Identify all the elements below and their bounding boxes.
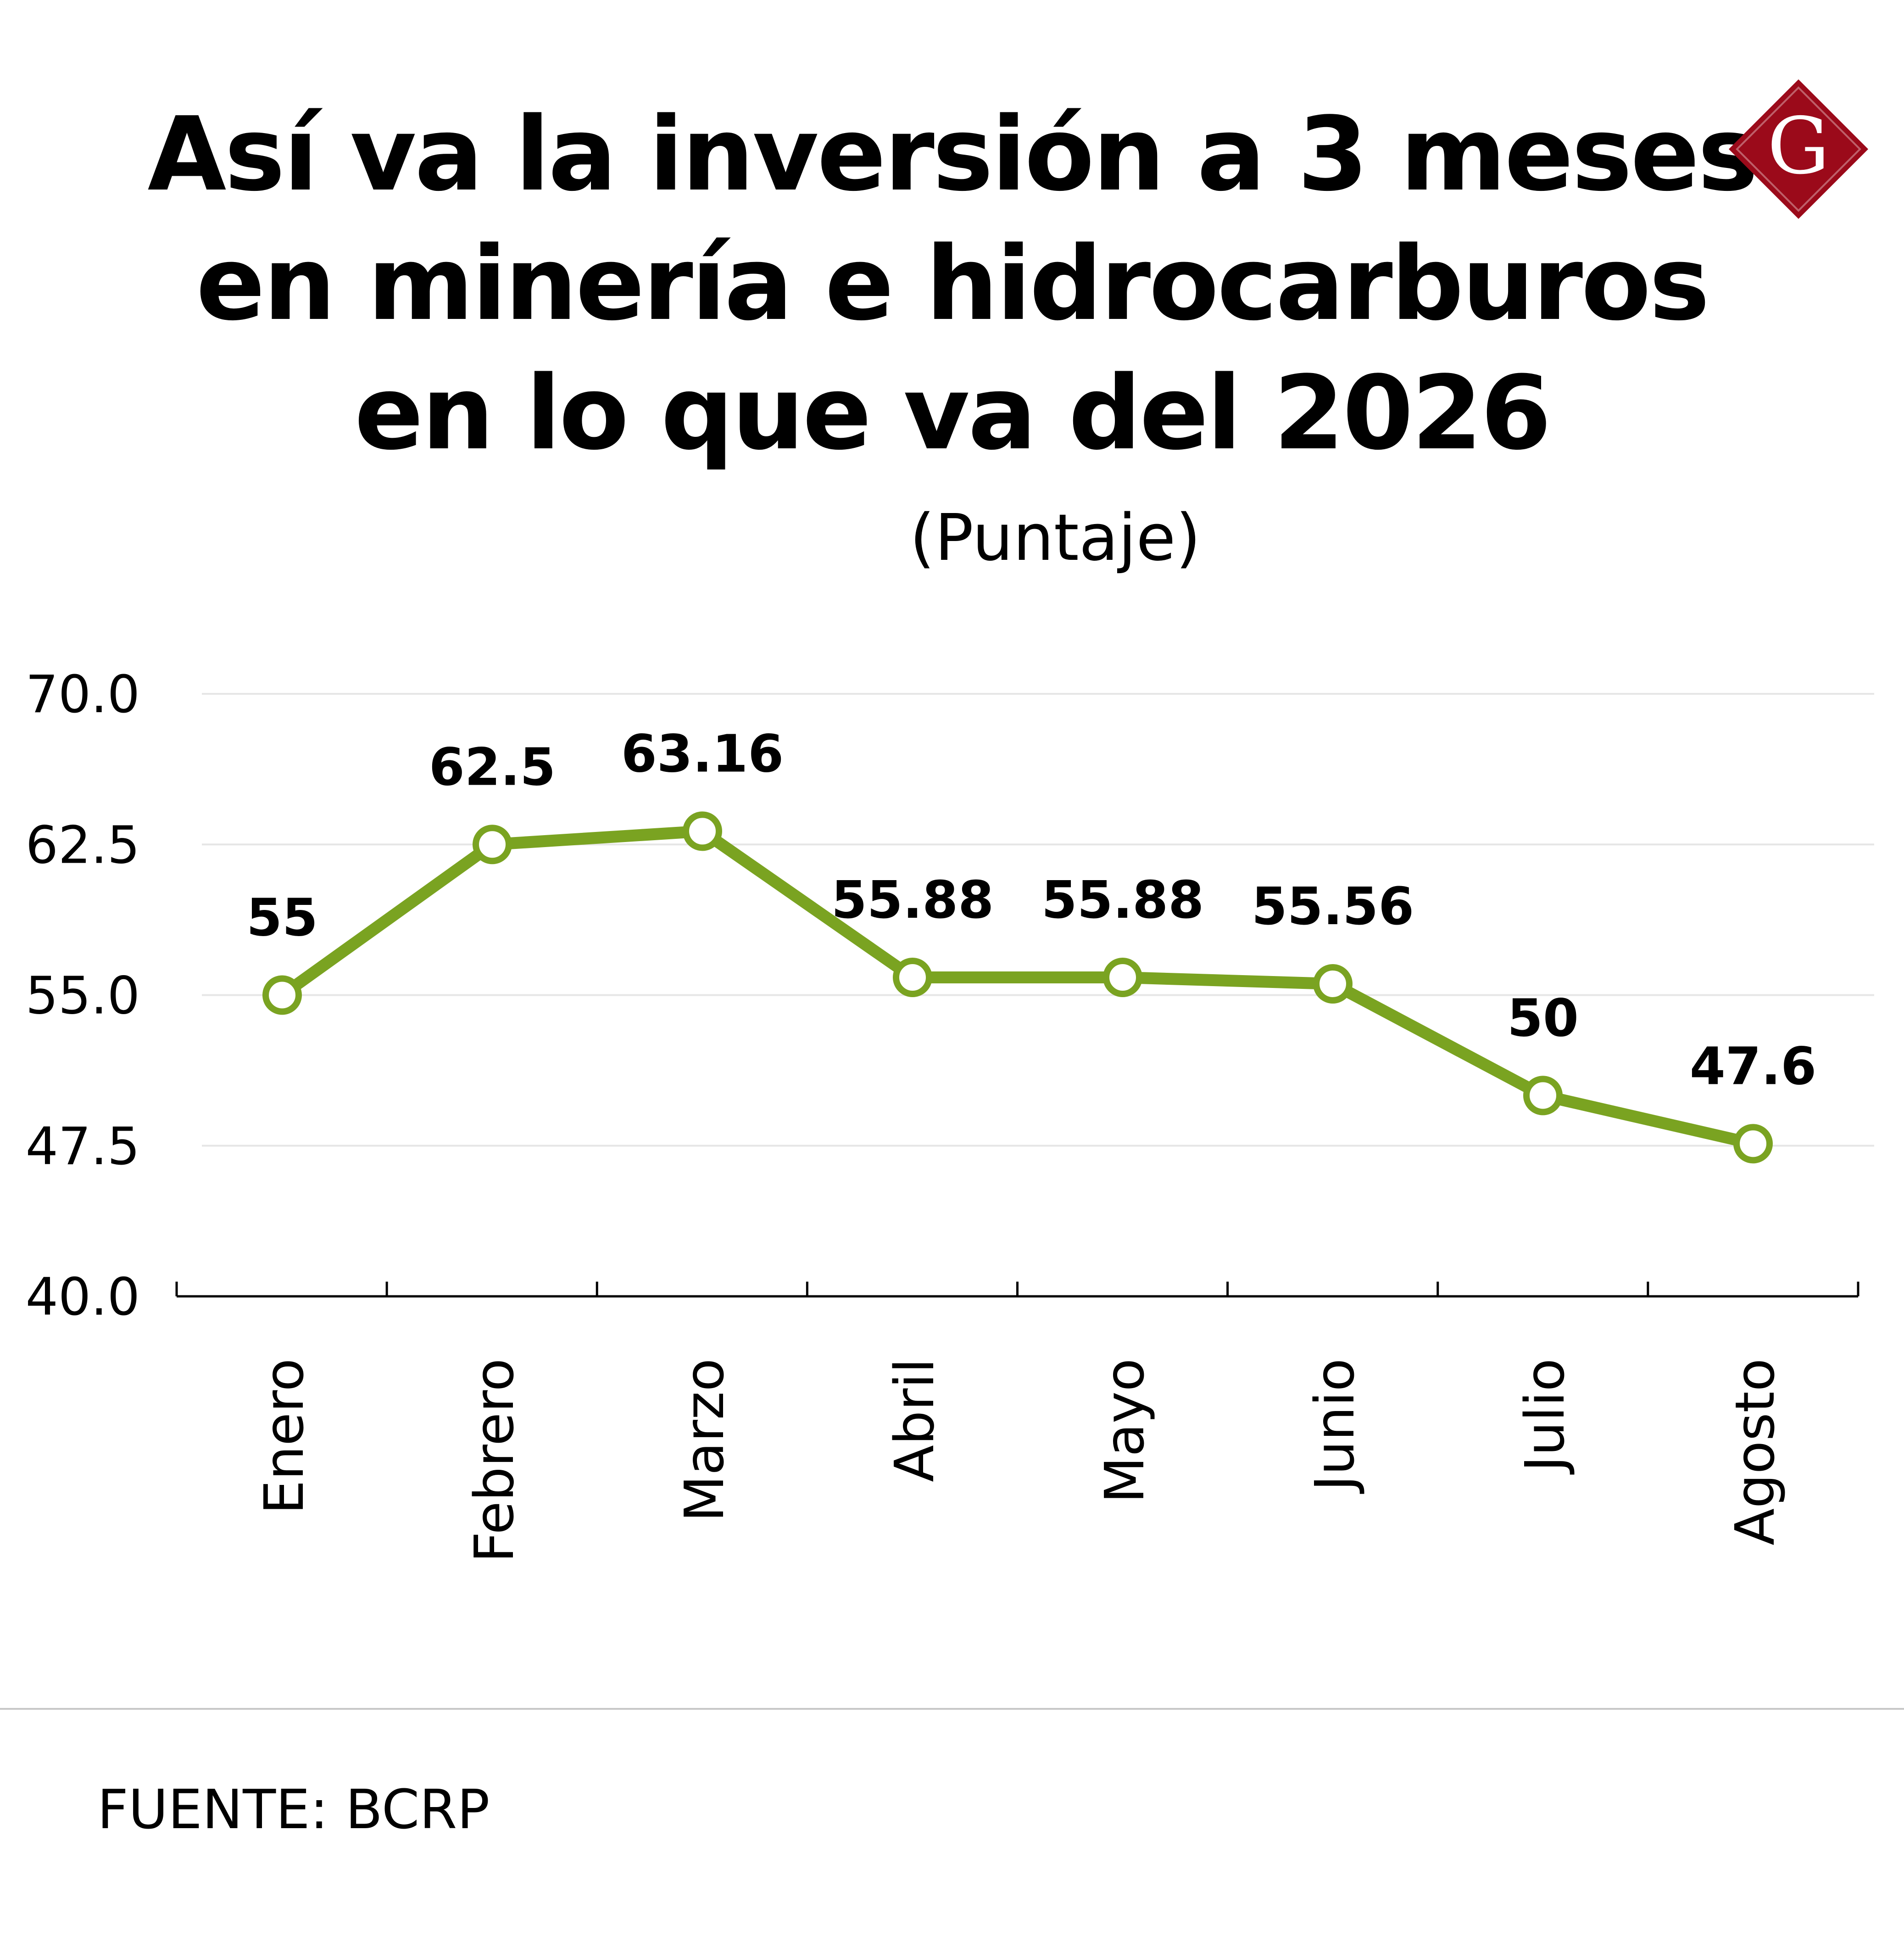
footer-divider [0, 1708, 1904, 1710]
y-tick-label: 55.0 [26, 966, 140, 1026]
y-tick-label: 40.0 [26, 1267, 140, 1327]
gridlines [202, 693, 1874, 1147]
y-tick-label: 62.5 [26, 815, 140, 875]
y-tick-label: 47.5 [26, 1117, 140, 1177]
data-point-marker [1733, 1124, 1773, 1164]
logo-diamond [1729, 79, 1868, 219]
x-tick-label: Marzo [673, 1358, 736, 1522]
source-note: FUENTE: BCRP [97, 1778, 490, 1841]
data-points [262, 811, 1773, 1164]
x-tick-label: Junio [1303, 1358, 1366, 1494]
data-labels: 55 62.5 63.16 55.88 55.88 55.56 50 47.6 [246, 724, 1816, 1096]
data-label: 62.5 [429, 737, 556, 797]
x-axis-tick-labels: Enero Febrero Marzo Abril Mayo Junio Julio Agos… [252, 1358, 1787, 1563]
data-label: 63.16 [621, 724, 784, 784]
brand-logo-icon: G [1729, 79, 1868, 219]
x-axis [175, 1282, 1859, 1298]
x-tick-label: Febrero [462, 1358, 526, 1563]
data-point-marker [1103, 957, 1142, 997]
y-axis-tick-labels: 40.0 47.5 55.0 62.5 70.0 [26, 665, 140, 1327]
chart-subtitle: (Puntaje) [909, 501, 1201, 575]
x-tick-label: Enero [252, 1358, 316, 1514]
data-point-marker [683, 811, 722, 851]
data-label: 50 [1507, 988, 1579, 1048]
data-label: 55.88 [831, 870, 994, 930]
data-label: 55 [246, 888, 318, 948]
series-line-path [276, 825, 1759, 1150]
data-point-marker [893, 957, 932, 997]
x-tick-label: Julio [1513, 1358, 1576, 1475]
title-line-1: Así va la inversión a 3 meses [147, 95, 1759, 214]
data-point-marker [262, 975, 302, 1015]
data-label: 47.6 [1690, 1037, 1816, 1096]
data-point-marker [1523, 1076, 1563, 1116]
series-line [276, 825, 1759, 1150]
data-label: 55.56 [1252, 877, 1414, 937]
chart-title: Así va la inversión a 3 meses en minería… [0, 90, 1904, 478]
data-point-marker [473, 825, 512, 865]
x-tick-label: Mayo [1093, 1358, 1156, 1503]
y-tick-label: 70.0 [26, 665, 140, 725]
title-line-3: en lo que va del 2026 [354, 354, 1551, 473]
logo-diamond-inner [1736, 86, 1861, 212]
data-label: 55.88 [1041, 870, 1204, 930]
x-tick-label: Agosto [1723, 1358, 1787, 1545]
title-line-2: en minería e hidrocarburos [196, 225, 1709, 343]
logo-letter: G [1767, 101, 1830, 192]
data-point-marker [1313, 964, 1353, 1004]
x-tick-label: Abril [883, 1358, 946, 1482]
